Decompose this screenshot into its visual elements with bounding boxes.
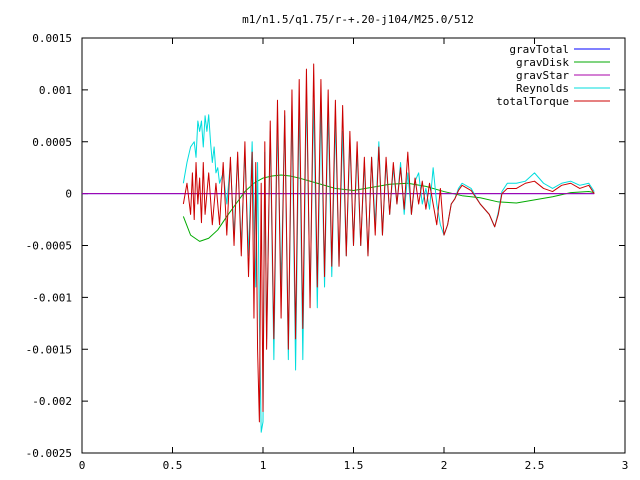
series-line-totalTorque	[182, 63, 595, 423]
y-axis: 0.0015 0.001 0.0005 0 -0.0005 -0.001 -0.0015 -0…	[26, 32, 625, 460]
x-tick-label: 3	[622, 459, 629, 472]
x-tick-label: 2.5	[525, 459, 545, 472]
y-tick-label: -0.0015	[26, 343, 72, 356]
x-tick-label: 2	[441, 459, 448, 472]
series-line-Reynolds	[182, 89, 595, 433]
x-tick-label: 0	[79, 459, 86, 472]
y-tick-label: -0.001	[32, 291, 72, 304]
x-axis: 0 0.5 1 1.5 2 2.5 3	[79, 38, 629, 472]
y-tick-label: 0.001	[39, 84, 72, 97]
x-tick-label: 1	[260, 459, 267, 472]
legend-label-Reynolds: Reynolds	[516, 82, 569, 95]
series-line-gravDisk	[182, 174, 595, 242]
legend-label-gravStar: gravStar	[516, 69, 569, 82]
y-tick-label: 0	[65, 188, 72, 201]
legend-label-totalTorque: totalTorque	[496, 95, 569, 108]
y-tick-label: 0.0005	[32, 136, 72, 149]
legend-label-gravDisk: gravDisk	[516, 56, 569, 69]
legend-label-gravTotal: gravTotal	[509, 43, 569, 56]
x-tick-label: 0.5	[163, 459, 183, 472]
y-tick-label: -0.0005	[26, 240, 72, 253]
chart-title: m1/n1.5/q1.75/r-+.20-j104/M25.0/512	[242, 13, 474, 26]
legend: gravTotalgravDiskgravStarReynoldstotalTo…	[496, 43, 610, 108]
series-layer	[82, 63, 595, 433]
x-tick-label: 1.5	[344, 459, 364, 472]
y-tick-label: -0.0025	[26, 447, 72, 460]
y-tick-label: -0.002	[32, 395, 72, 408]
y-tick-label: 0.0015	[32, 32, 72, 45]
